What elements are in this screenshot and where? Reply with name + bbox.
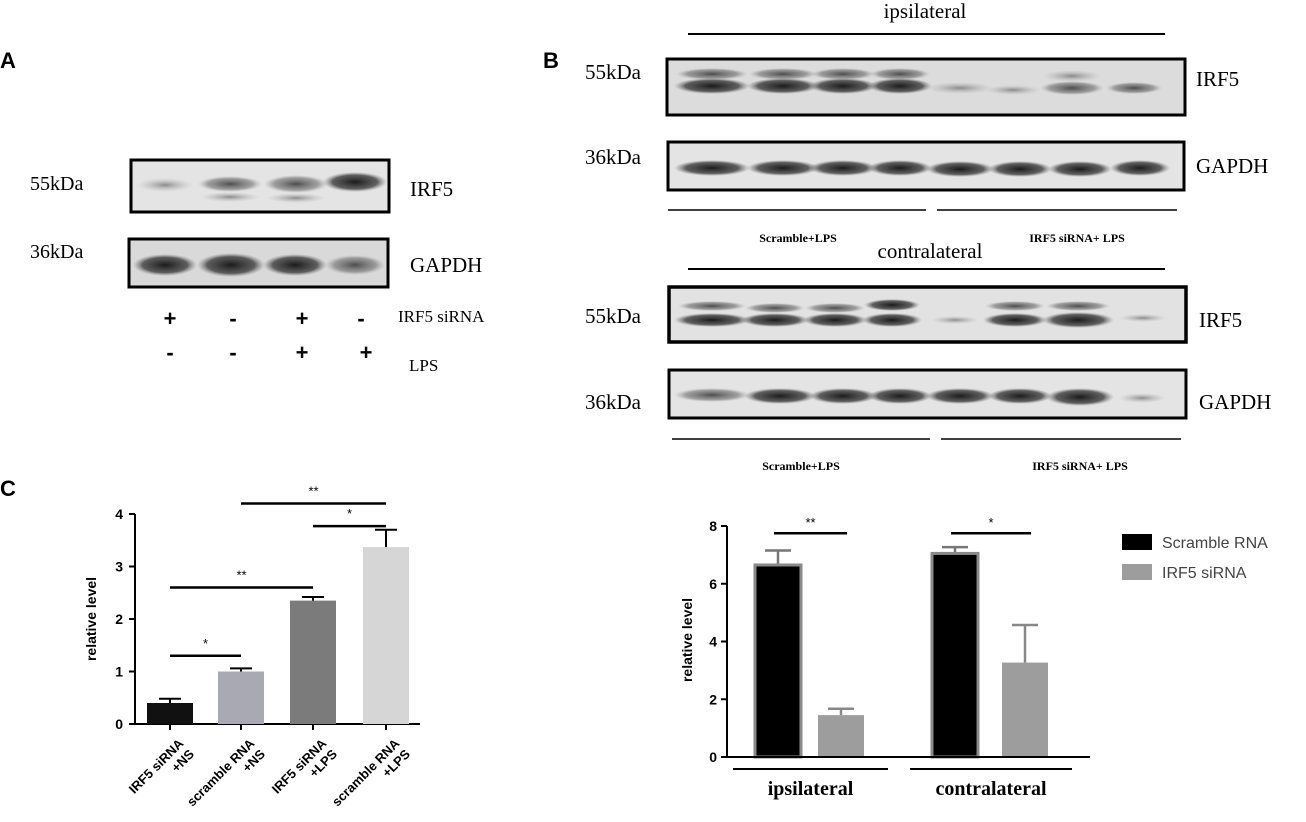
ipsi-kda-irf5: 55kDa <box>585 60 642 84</box>
panel-a-protein-gapdh: GAPDH <box>410 253 482 277</box>
y-tick-label: 4 <box>115 506 123 522</box>
panel-a-treatment-row-lps: - - + + <box>166 340 372 365</box>
panel-a-blot-gapdh <box>127 237 390 289</box>
panel-a-kda-irf5: 55kDa <box>30 173 83 195</box>
y-axis-label: relative level <box>83 577 99 661</box>
treatment-mark: + <box>296 306 309 331</box>
contralateral-title: contralateral <box>878 239 983 263</box>
bar <box>818 715 864 757</box>
treatment-label-sirna: IRF5 siRNA <box>398 307 485 326</box>
y-tick-label: 6 <box>709 576 717 592</box>
ipsi-protein-irf5: IRF5 <box>1196 67 1239 91</box>
y-tick-label: 2 <box>709 691 717 707</box>
ipsi-blot-gapdh <box>666 140 1186 192</box>
contra-protein-irf5: IRF5 <box>1199 308 1242 332</box>
treatment-mark: - <box>229 306 236 331</box>
contra-kda-irf5: 55kDa <box>585 304 642 328</box>
bar <box>753 563 803 759</box>
significance-label: ** <box>308 484 318 499</box>
bar <box>930 551 980 759</box>
x-tick-label: scramble RNA+LPS <box>329 735 413 819</box>
y-tick-label: 8 <box>709 518 717 534</box>
significance-label: ** <box>236 568 246 583</box>
contra-blot-irf5 <box>667 285 1188 344</box>
bar <box>218 671 264 724</box>
ipsi-group-scramble: Scramble+LPS <box>759 231 837 245</box>
panel-a-protein-irf5: IRF5 <box>410 177 453 201</box>
panel-b-label: B <box>543 48 559 73</box>
y-tick-label: 1 <box>115 664 123 680</box>
treatment-mark: - <box>166 340 173 365</box>
ipsi-kda-gapdh: 36kDa <box>585 145 642 169</box>
x-tick-label: IRF5 siRNA+LPS <box>269 735 341 807</box>
panel-a-kda-gapdh: 36kDa <box>30 241 83 263</box>
treatment-label-lps: LPS <box>409 356 438 375</box>
legend-swatch <box>1122 564 1152 580</box>
treatment-mark: + <box>360 340 373 365</box>
chart-b: 0 2 4 6 8 relative level ipsilateral contralate… <box>679 515 1268 800</box>
panel-a-treatment-row-sirna: + - + - <box>164 306 365 331</box>
contra-group-sirna: IRF5 siRNA+ LPS <box>1032 459 1128 473</box>
y-axis-label: relative level <box>679 598 695 682</box>
x-group-label: ipsilateral <box>768 778 854 800</box>
significance-label: ** <box>805 515 815 530</box>
treatment-mark: + <box>164 306 177 331</box>
ipsi-group-sirna: IRF5 siRNA+ LPS <box>1029 231 1125 245</box>
contra-blot-gapdh <box>667 368 1188 420</box>
bar <box>147 703 193 724</box>
bar <box>290 600 336 724</box>
bar <box>1002 662 1048 757</box>
significance-label: * <box>347 506 352 521</box>
y-tick-label: 0 <box>115 716 123 732</box>
ipsi-protein-gapdh: GAPDH <box>1196 154 1268 178</box>
treatment-mark: - <box>229 340 236 365</box>
legend-label: IRF5 siRNA <box>1162 565 1247 582</box>
contra-kda-gapdh: 36kDa <box>585 390 642 414</box>
y-tick-label: 2 <box>115 611 123 627</box>
legend-label: Scramble RNA <box>1162 535 1268 552</box>
y-tick-label: 0 <box>709 749 717 765</box>
ipsilateral-title: ipsilateral <box>884 0 967 23</box>
treatment-mark: + <box>296 340 309 365</box>
x-group-label: contralateral <box>935 778 1047 800</box>
significance-label: * <box>203 636 208 651</box>
contra-group-scramble: Scramble+LPS <box>762 459 840 473</box>
panel-a-blot-irf5 <box>129 158 391 214</box>
significance-label: * <box>988 515 993 530</box>
panel-a-label: A <box>0 48 16 73</box>
x-tick-label: scramble RNA+NS <box>184 735 268 819</box>
legend-swatch <box>1122 534 1152 550</box>
bar <box>363 547 409 724</box>
treatment-mark: - <box>357 306 364 331</box>
y-tick-label: 3 <box>115 559 123 575</box>
panel-c-label: C <box>0 476 16 501</box>
ipsi-blot-irf5 <box>665 57 1187 117</box>
y-tick-label: 4 <box>709 634 717 650</box>
contra-protein-gapdh: GAPDH <box>1199 390 1271 414</box>
